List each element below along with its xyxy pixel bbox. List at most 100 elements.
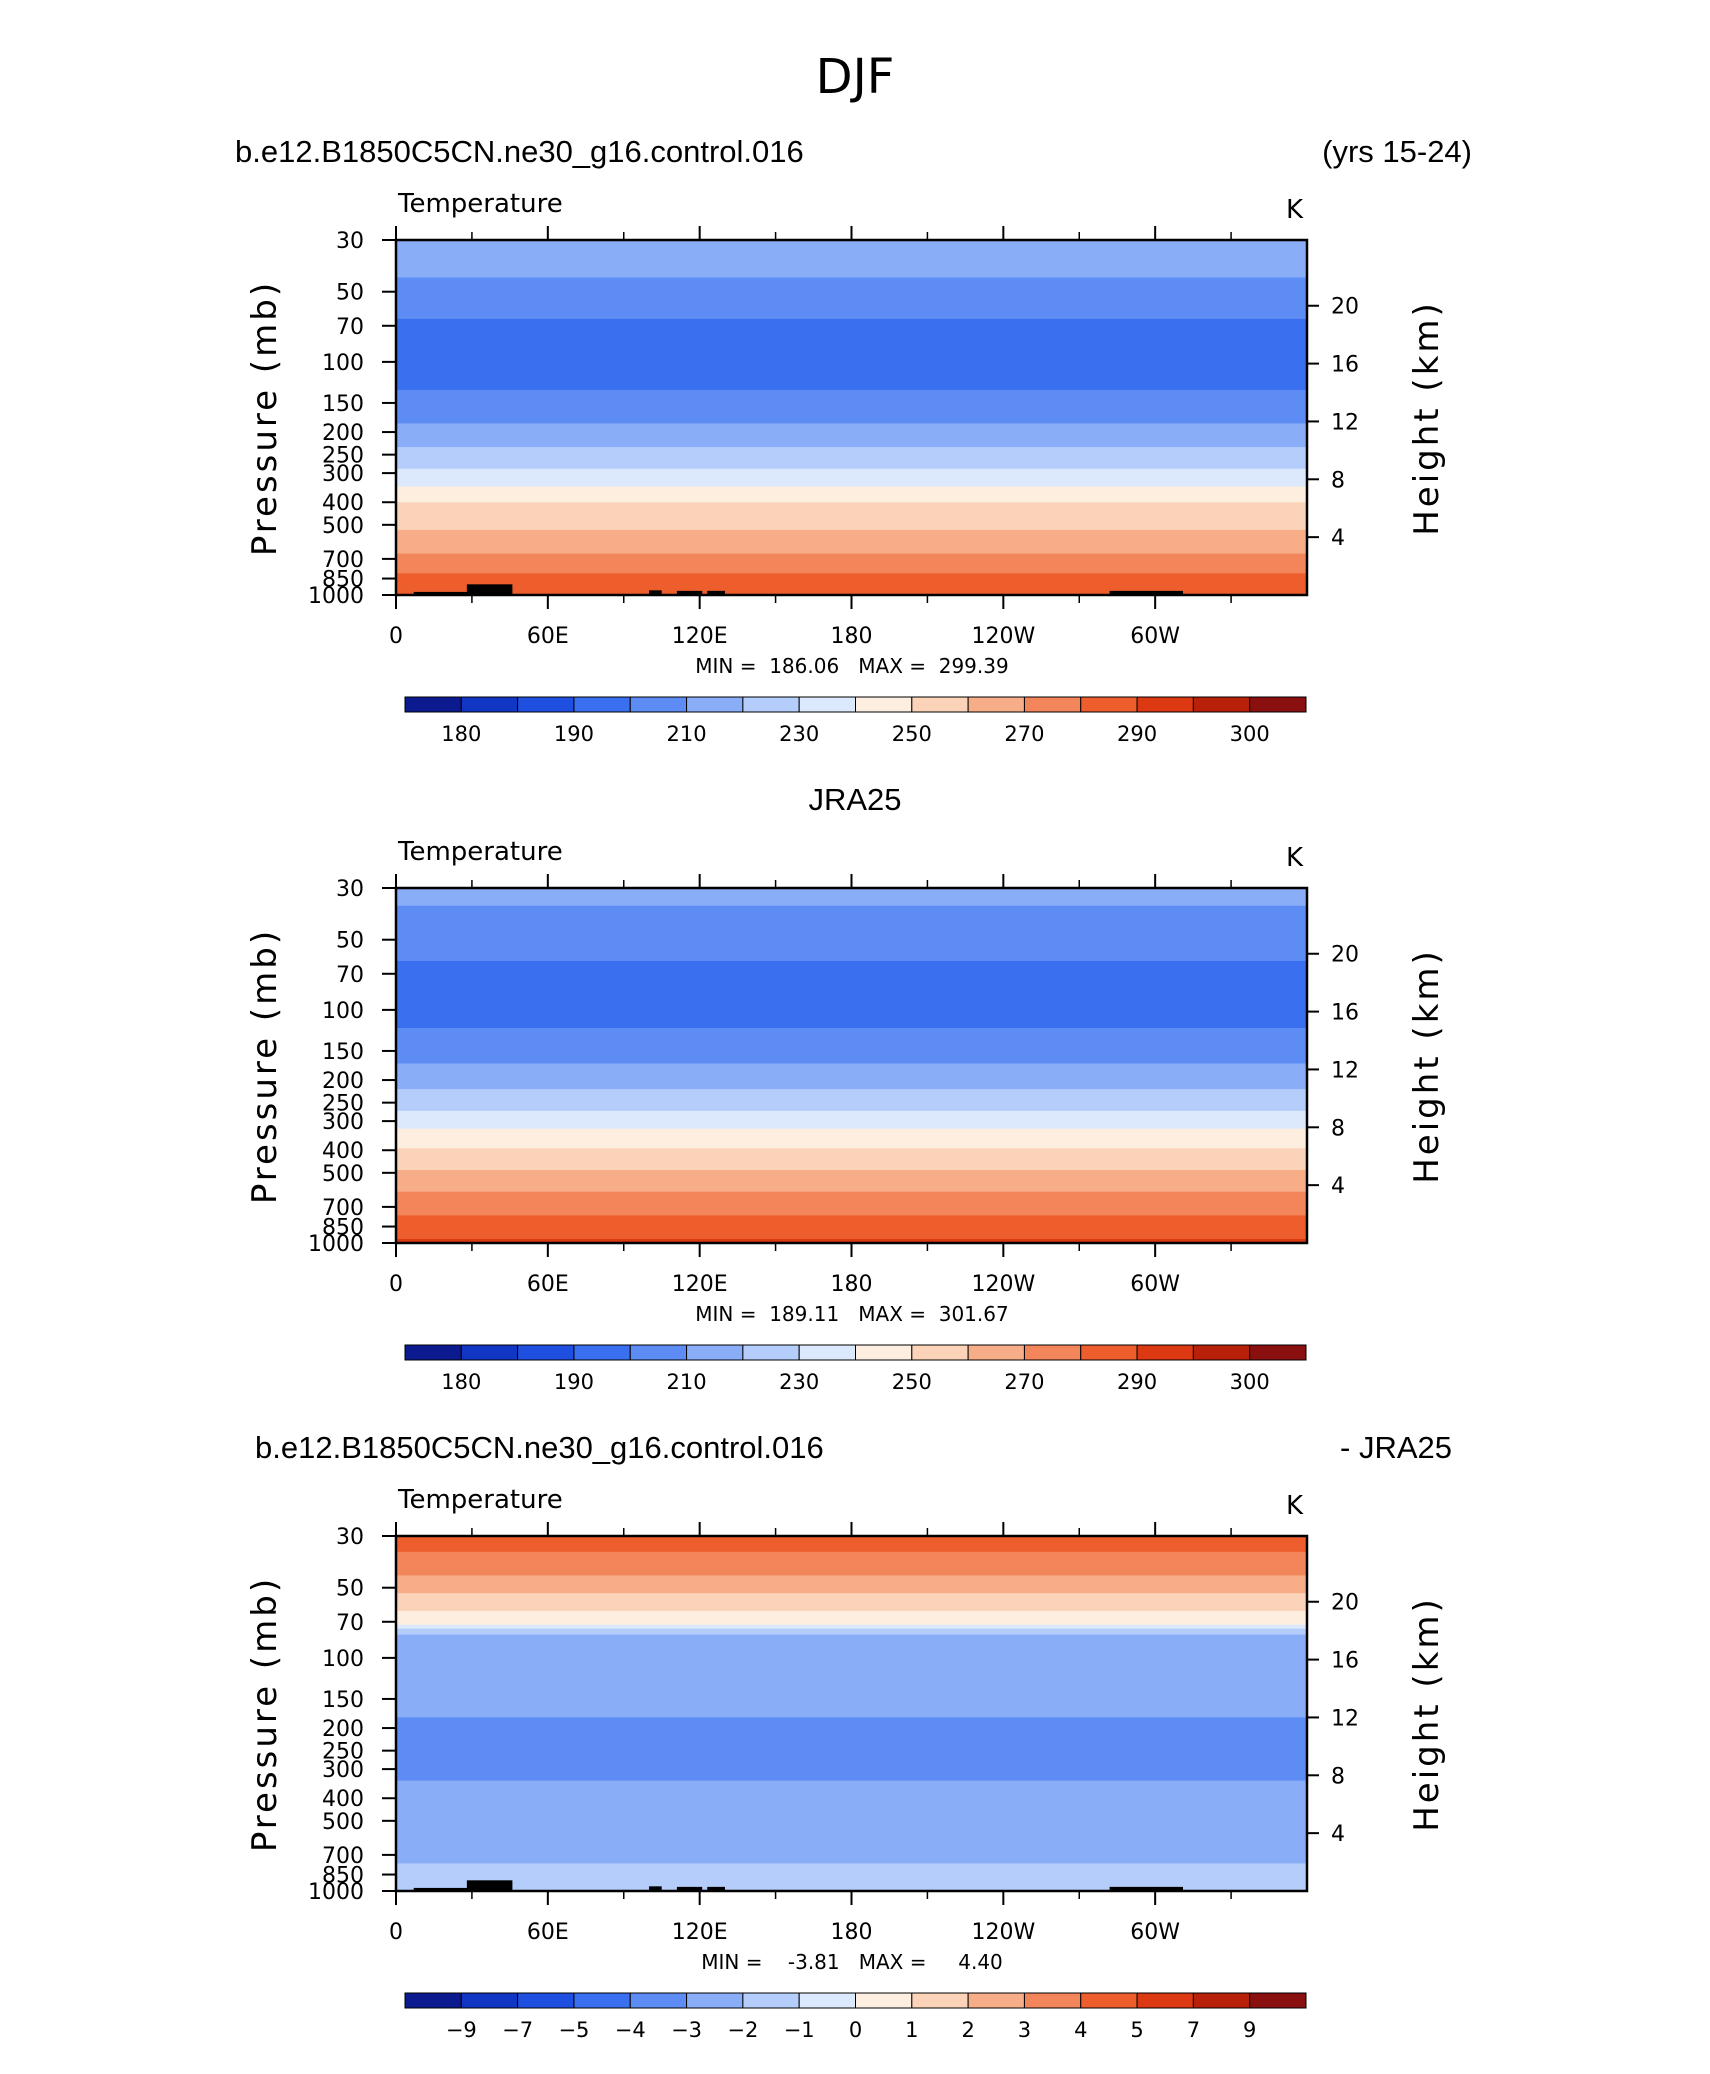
x-tick-label: 120W — [971, 624, 1035, 649]
colorbar-box — [1249, 1344, 1307, 1361]
y-tick-label: 400 — [322, 491, 364, 516]
contour-band — [396, 1551, 1307, 1577]
y-tick-label: 500 — [322, 514, 364, 539]
page-title: DJF — [816, 49, 895, 105]
colorbar-box — [1023, 1344, 1082, 1361]
contour-band — [396, 1215, 1307, 1240]
colorbar-box — [967, 1344, 1025, 1361]
contour-band — [396, 1089, 1307, 1112]
topography-block — [707, 1886, 725, 1891]
colorbar-label: −2 — [727, 2018, 758, 2042]
y-tick-label: 100 — [322, 999, 364, 1024]
colorbar-label: 1 — [905, 2018, 918, 2042]
colorbar-label: 270 — [1004, 722, 1044, 746]
colorbar-box — [911, 1992, 969, 2009]
x-tick-label: 60W — [1130, 1272, 1180, 1297]
x-tick-label: 120E — [672, 1920, 728, 1945]
y2-tick-label: 4 — [1331, 526, 1345, 551]
units-label: K — [1286, 843, 1304, 873]
topography-block — [413, 1887, 498, 1891]
colorbar: 180 190 210 230 250 270 290 300 — [404, 1344, 1307, 1394]
panel-right-title: - JRA25 — [1340, 1430, 1452, 1465]
y-tick-label: 850 — [322, 1864, 364, 1889]
min-max-readout: MIN = 186.06 MAX = 299.39 — [695, 654, 1008, 678]
topography-block — [466, 584, 513, 595]
colorbar-label: 7 — [1187, 2018, 1200, 2042]
colorbar-box — [629, 1344, 688, 1361]
x-tick-label: 120E — [672, 624, 728, 649]
topography-block — [466, 1880, 513, 1891]
y-tick-label: 850 — [322, 568, 364, 593]
contour-band — [396, 277, 1307, 320]
colorbar-box — [573, 696, 631, 713]
contour-band — [396, 1624, 1307, 1630]
topography-block — [649, 590, 662, 595]
x-tick-label: 120W — [971, 1272, 1035, 1297]
colorbar-box — [911, 1344, 969, 1361]
colorbar-label: 5 — [1130, 2018, 1143, 2042]
contour-band — [396, 573, 1307, 595]
colorbar-box — [742, 696, 800, 713]
topography-block — [649, 1886, 662, 1891]
contour-band — [396, 447, 1307, 470]
contour-band — [396, 1575, 1307, 1594]
colorbar-box — [460, 696, 519, 713]
y-tick-label: 250 — [322, 1740, 364, 1765]
colorbar-label: −9 — [446, 2018, 477, 2042]
topography-block — [676, 590, 703, 595]
y-tick-label: 300 — [322, 462, 364, 487]
x-tick-label: 180 — [831, 1272, 873, 1297]
min-max-readout: MIN = -3.81 MAX = 4.40 — [701, 1950, 1003, 1974]
contour-band — [396, 468, 1307, 488]
y-tick-label: 700 — [322, 548, 364, 573]
y2-tick-label: 12 — [1331, 410, 1359, 435]
topography-block — [707, 590, 725, 595]
contour-band — [396, 1780, 1307, 1865]
variable-label: Temperature — [397, 189, 563, 219]
colorbar-box — [1136, 1344, 1194, 1361]
y-tick-label: 300 — [322, 1110, 364, 1135]
panel-left-title: b.e12.B1850C5CN.ne30_g16.control.016 — [235, 134, 804, 169]
y2-tick-label: 8 — [1331, 1764, 1345, 1789]
colorbar-box — [742, 1344, 800, 1361]
y2-tick-label: 8 — [1331, 468, 1345, 493]
colorbar: −9 −7 −5 −4 −3 −2 −1 0 1 2 3 4 5 7 9 — [404, 1992, 1307, 2042]
y2-tick-label: 16 — [1331, 353, 1359, 378]
y-tick-label: 150 — [322, 392, 364, 417]
y-tick-label: 200 — [322, 1717, 364, 1742]
y-tick-label: 70 — [336, 963, 364, 988]
y-tick-label: 500 — [322, 1810, 364, 1835]
contour-band — [396, 1717, 1307, 1782]
contour-band — [396, 240, 1307, 279]
contour-band — [396, 1191, 1307, 1217]
colorbar-label: 290 — [1117, 1370, 1157, 1394]
x-tick-label: 60W — [1130, 1920, 1180, 1945]
variable-label: Temperature — [397, 1485, 563, 1515]
colorbar-label: −4 — [615, 2018, 646, 2042]
y-tick-label: 50 — [336, 1577, 364, 1602]
colorbar-label: 210 — [667, 1370, 707, 1394]
colorbar-box — [629, 1992, 688, 2009]
colorbar-label: 190 — [554, 722, 594, 746]
y2-axis-label: Height (km) — [1407, 948, 1447, 1184]
colorbar-box — [798, 1992, 856, 2009]
colorbar-label: 270 — [1004, 1370, 1044, 1394]
colorbar-box — [1249, 696, 1307, 713]
contour-band — [396, 1863, 1307, 1891]
colorbar-label: −5 — [558, 2018, 589, 2042]
colorbar-box — [911, 696, 969, 713]
colorbar-box — [517, 1992, 575, 2009]
colorbar-box — [1192, 696, 1251, 713]
panel-left-title: b.e12.B1850C5CN.ne30_g16.control.016 — [255, 1430, 824, 1465]
y-tick-label: 200 — [322, 421, 364, 446]
contour-band — [396, 318, 1307, 391]
colorbar-box — [967, 1992, 1025, 2009]
colorbar-label: 230 — [779, 1370, 819, 1394]
contour-band — [396, 1063, 1307, 1090]
x-tick-label: 0 — [389, 1272, 403, 1297]
colorbar-box — [404, 1344, 462, 1361]
x-tick-label: 0 — [389, 624, 403, 649]
colorbar-label: 230 — [779, 722, 819, 746]
y2-tick-label: 20 — [1331, 943, 1359, 968]
panel-reanalysis: JRA25 Temperature K 0 60E 120E 180 120W 60W 30… — [245, 782, 1447, 1394]
